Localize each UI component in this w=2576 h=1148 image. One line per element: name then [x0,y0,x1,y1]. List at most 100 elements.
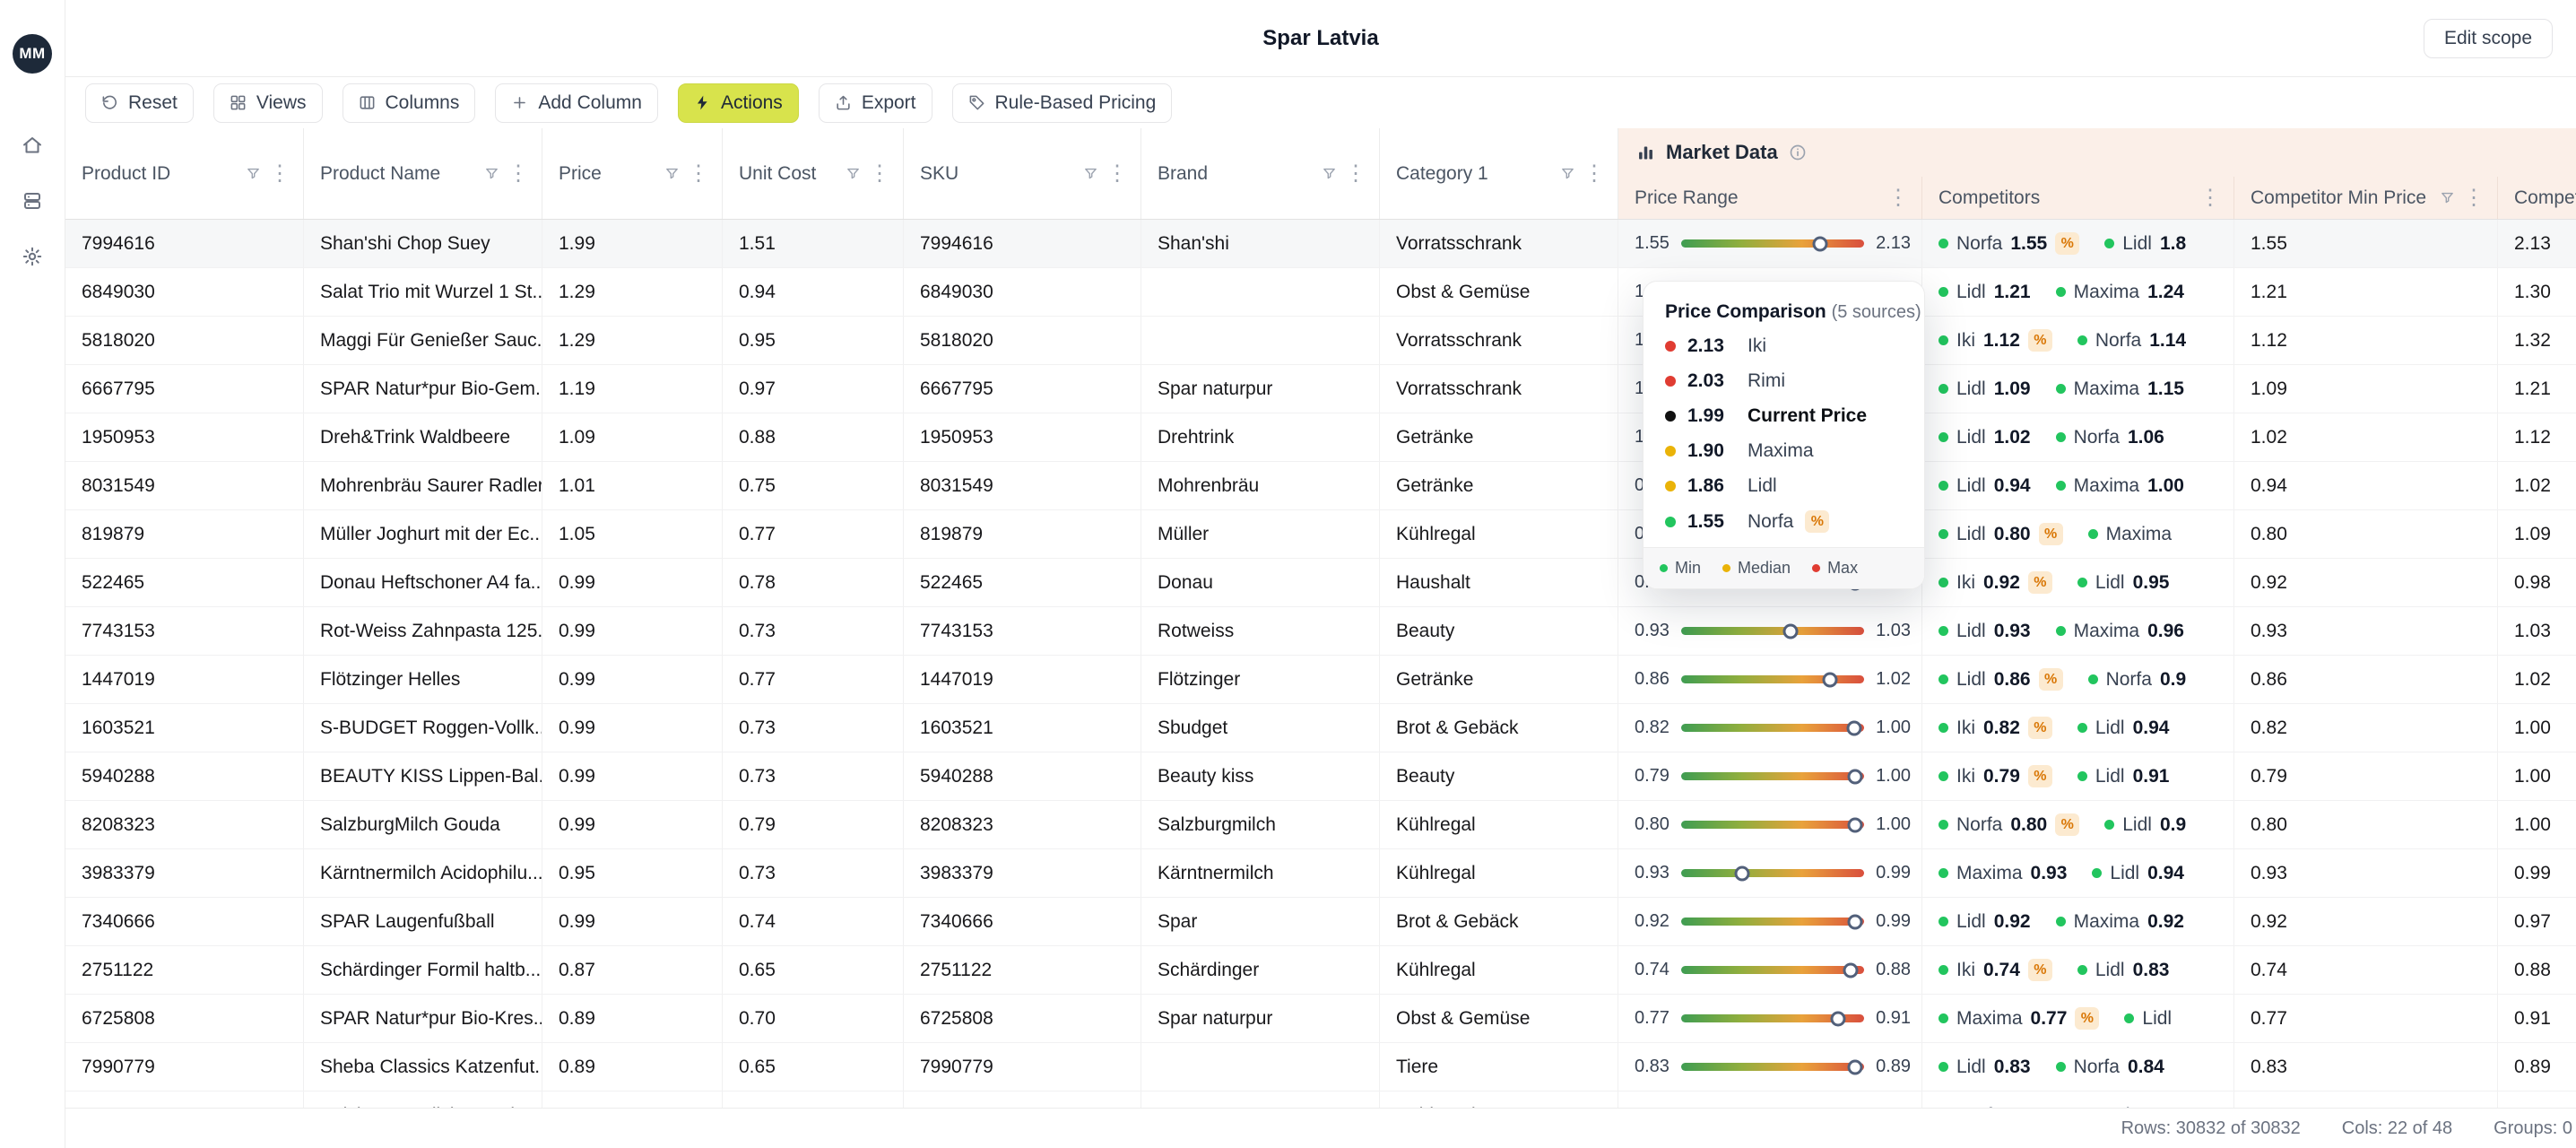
cell-unit-cost[interactable]: 0.95 [723,317,904,364]
cell-sku[interactable]: 2751122 [904,946,1141,994]
info-icon[interactable] [1789,144,1807,161]
table-row[interactable]: 1603521 S-BUDGET Roggen-Vollk... 0.99 0.73 1… [65,704,2576,752]
cell-price[interactable]: 1.05 [542,510,723,558]
column-header-product-id[interactable]: Product ID ⋮ [65,128,304,219]
cell-competitor-min-price[interactable]: 0.83 [2234,1091,2498,1108]
cell-competitor-max-price[interactable]: 2.13 [2498,220,2576,267]
cell-unit-cost[interactable]: 0.65 [723,1043,904,1091]
cell-competitor-min-price[interactable]: 1.02 [2234,413,2498,461]
cell-brand[interactable]: Shan'shi [1141,220,1380,267]
cell-brand[interactable] [1141,1091,1380,1108]
cell-sku[interactable]: 6725808 [904,995,1141,1042]
cell-competitors[interactable]: Norfa 1.55% Lidl 1.8 [1922,220,2234,267]
cell-product-id[interactable]: 1447019 [65,656,304,703]
column-header-price-range[interactable]: Price Range ⋮ [1618,177,1922,219]
cell-brand[interactable]: Donau [1141,559,1380,606]
kebab-menu-icon[interactable]: ⋮ [1583,161,1605,186]
cell-competitors[interactable]: Iki 0.92% Lidl 0.95 [1922,559,2234,606]
cell-competitor-min-price[interactable]: 0.93 [2234,849,2498,897]
column-header-brand[interactable]: Brand ⋮ [1141,128,1380,219]
rule-based-pricing-button[interactable]: Rule-Based Pricing [951,83,1173,123]
cell-unit-cost[interactable]: 0.73 [723,704,904,752]
cell-sku[interactable]: 7340666 [904,898,1141,945]
cell-category[interactable]: Obst & Gemüse [1380,268,1618,316]
cell-unit-cost[interactable]: 0.88 [723,413,904,461]
cell-competitor-min-price[interactable]: 0.80 [2234,510,2498,558]
cell-category[interactable]: Getränke [1380,656,1618,703]
cell-product-id[interactable]: 7743153 [65,607,304,655]
cell-unit-cost[interactable]: 0.73 [723,752,904,800]
filter-icon[interactable] [246,166,261,181]
column-header-category-1[interactable]: Category 1 ⋮ [1380,128,1618,219]
cell-sku[interactable]: 5940288 [904,752,1141,800]
export-button[interactable]: Export [818,83,932,123]
cell-price[interactable]: 0.99 [542,656,723,703]
cell-category[interactable]: Vorratsschrank [1380,365,1618,413]
cell-sku[interactable]: 1950953 [904,413,1141,461]
cell-brand[interactable]: Müller [1141,510,1380,558]
table-row[interactable]: 7743153 Rot-Weiss Zahnpasta 125... 0.99 0.7… [65,607,2576,656]
cell-product-id[interactable]: 7994616 [65,220,304,267]
cell-price-range[interactable]: 0.77 0.91 [1618,995,1922,1042]
table-row[interactable]: 7994616 Shan'shi Chop Suey 1.99 1.51 7994616… [65,220,2576,268]
cell-price[interactable]: 1.29 [542,268,723,316]
cell-unit-cost[interactable]: 0.73 [723,607,904,655]
filter-icon[interactable] [1560,166,1575,181]
cell-category[interactable]: Kühlregal [1380,510,1618,558]
cell-category[interactable]: Brot & Gebäck [1380,704,1618,752]
cell-competitors[interactable]: Maxima 0.77% Lidl [1922,995,2234,1042]
cell-competitor-min-price[interactable]: 0.92 [2234,898,2498,945]
cell-competitor-max-price[interactable]: 1.09 [2498,510,2576,558]
cell-product-name[interactable]: Kärntnermilch Acidophilu... [304,849,542,897]
kebab-menu-icon[interactable]: ⋮ [1887,185,1909,210]
cell-product-name[interactable]: Salat Trio mit Wurzel 1 St... [304,268,542,316]
cell-sku[interactable]: 8208323 [904,801,1141,848]
cell-price-range[interactable]: 0.83 0.89 [1618,1043,1922,1091]
kebab-menu-icon[interactable]: ⋮ [269,161,291,186]
cell-competitor-max-price[interactable]: 1.00 [2498,704,2576,752]
cell-sku[interactable]: 8031549 [904,462,1141,509]
cell-product-id[interactable]: 8208323 [65,801,304,848]
cell-sku[interactable]: 7990779 [904,1043,1141,1091]
cell-brand[interactable]: Spar naturpur [1141,995,1380,1042]
column-header-sku[interactable]: SKU ⋮ [904,128,1141,219]
cell-competitors[interactable]: Lidl 1.21 Maxima 1.24 [1922,268,2234,316]
cell-category[interactable]: Kühlregal [1380,801,1618,848]
cell-competitor-min-price[interactable]: 0.80 [2234,801,2498,848]
table-row[interactable]: 7990779 Sheba Classics Katzenfut... 0.89 0.… [65,1043,2576,1091]
cell-price[interactable]: 0.89 [542,1091,723,1108]
cell-sku[interactable]: 1447019 [904,656,1141,703]
column-header-product-name[interactable]: Product Name ⋮ [304,128,542,219]
cell-unit-cost[interactable]: 0.77 [723,656,904,703]
cell-competitor-max-price[interactable]: 0.98 [2498,559,2576,606]
cell-product-id[interactable]: 1603521 [65,704,304,752]
cell-product-name[interactable]: BEAUTY KISS Lippen-Bal... [304,752,542,800]
cell-product-id[interactable]: 5818020 [65,317,304,364]
cell-price[interactable]: 0.87 [542,946,723,994]
cell-competitor-min-price[interactable]: 0.74 [2234,946,2498,994]
cell-category[interactable]: Obst & Gemüse [1380,995,1618,1042]
filter-icon[interactable] [1083,166,1098,181]
cell-competitor-min-price[interactable]: 0.92 [2234,559,2498,606]
filter-icon[interactable] [484,166,499,181]
cell-price[interactable]: 0.99 [542,801,723,848]
cell-competitors[interactable]: Lidl 0.94 Maxima 1.00 [1922,462,2234,509]
cell-product-name[interactable]: Maggi Für Genießer Sauc... [304,317,542,364]
cell-product-name[interactable]: Schärdinger Formil haltb... [304,946,542,994]
cell-unit-cost[interactable]: 0.75 [723,462,904,509]
table-row[interactable]: 5818020 Maggi Für Genießer Sauc... 1.29 0.9… [65,317,2576,365]
cell-sku[interactable]: 819879 [904,510,1141,558]
avatar[interactable]: MM [13,34,52,74]
cell-competitor-min-price[interactable]: 0.83 [2234,1043,2498,1091]
cell-competitors[interactable]: Lidl 0.83 Norfa 0.84 [1922,1043,2234,1091]
cell-product-name[interactable]: Müller Joghurt mit der Ec... [304,510,542,558]
cell-competitors[interactable]: Norfa 0.83 Maxima 0.88 [1922,1091,2234,1108]
cell-category[interactable]: Kühlregal [1380,849,1618,897]
cell-competitor-min-price[interactable]: 1.55 [2234,220,2498,267]
filter-icon[interactable] [1322,166,1337,181]
cell-price-range[interactable]: 0.92 0.99 [1618,898,1922,945]
cell-product-name[interactable]: Dreh&Trink Waldbeere [304,413,542,461]
cell-price-range[interactable]: 0.93 0.99 [1618,849,1922,897]
cell-brand[interactable]: Spar [1141,898,1380,945]
cell-product-name[interactable]: Donau Heftschoner A4 fa... [304,559,542,606]
